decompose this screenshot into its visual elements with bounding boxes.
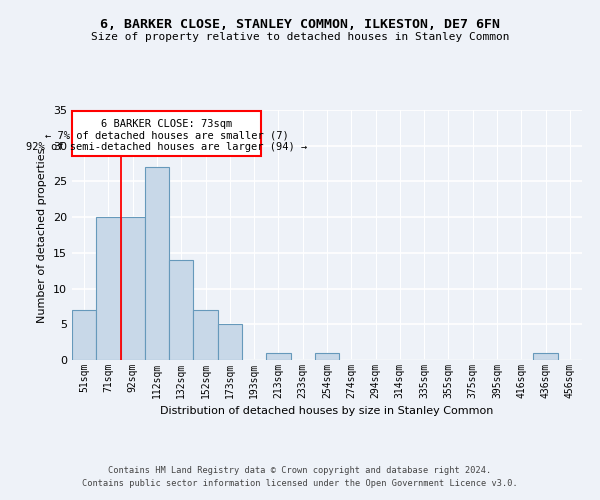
Text: ← 7% of detached houses are smaller (7): ← 7% of detached houses are smaller (7)	[45, 130, 289, 140]
Bar	[96, 217, 121, 360]
Bar	[121, 217, 145, 360]
Bar	[533, 353, 558, 360]
Text: 92% of semi-detached houses are larger (94) →: 92% of semi-detached houses are larger (…	[26, 142, 307, 152]
Bar	[218, 324, 242, 360]
Text: 6, BARKER CLOSE, STANLEY COMMON, ILKESTON, DE7 6FN: 6, BARKER CLOSE, STANLEY COMMON, ILKESTO…	[100, 18, 500, 30]
Bar	[315, 353, 339, 360]
Bar	[145, 167, 169, 360]
Text: Size of property relative to detached houses in Stanley Common: Size of property relative to detached ho…	[91, 32, 509, 42]
Bar	[193, 310, 218, 360]
Bar	[169, 260, 193, 360]
Text: Contains HM Land Registry data © Crown copyright and database right 2024.
Contai: Contains HM Land Registry data © Crown c…	[82, 466, 518, 487]
Y-axis label: Number of detached properties: Number of detached properties	[37, 148, 47, 322]
FancyBboxPatch shape	[72, 112, 262, 156]
Bar	[72, 310, 96, 360]
Text: 6 BARKER CLOSE: 73sqm: 6 BARKER CLOSE: 73sqm	[101, 120, 232, 130]
Bar	[266, 353, 290, 360]
X-axis label: Distribution of detached houses by size in Stanley Common: Distribution of detached houses by size …	[160, 406, 494, 416]
